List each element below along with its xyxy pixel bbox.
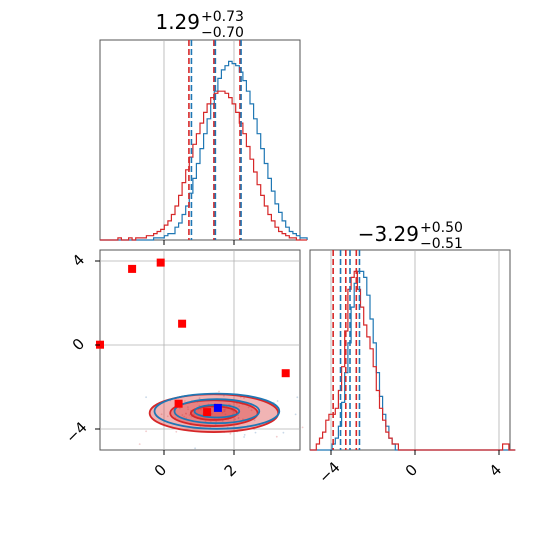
joint-sample-point [145,430,148,433]
joint-scatter-marker-4 [281,369,290,378]
joint-sample-point [175,430,178,433]
joint-scatter-marker-3 [178,319,187,328]
joint-sample-point [243,434,246,436]
joint-sample-point [198,397,201,400]
joint-sample-point [254,431,257,434]
joint-sample-point [282,431,285,434]
joint-sample-point [237,414,239,417]
joint-sample-point [224,413,227,416]
joint-contour-red-1 [169,399,259,427]
joint-sample-point [145,396,148,399]
hist2-title-value: −3.29 [358,222,419,246]
hist1-step-blue [100,60,308,241]
joint-sample-point [301,426,304,429]
joint-sample-point [183,415,186,418]
hist2-panel: −4 0 4 [309,249,516,487]
joint-contour-blue-0 [153,392,281,430]
joint-scatter-marker-1 [128,264,137,273]
joint-sample-point [221,420,224,422]
joint-sample-point [250,409,253,412]
hist1-step-red [100,90,308,241]
joint-sample-point [198,404,201,407]
joint-scatter-marker-6 [203,408,212,417]
joint-sample-point [187,406,189,408]
joint-scatter-marker-5 [174,399,183,408]
joint-sample-point [276,400,279,402]
joint-ytick-label-neg4: −4 [62,418,90,446]
joint-ytick-label-0: 0 [69,335,88,354]
joint-scatter-marker-2 [156,258,165,267]
joint-sample-point [294,413,297,416]
hist2-xtick-label-0: 0 [402,461,421,480]
hist1-series-layer [100,40,308,241]
hist1-panel [99,39,308,245]
hist2-xtick-label-4: 4 [486,461,505,480]
hist2-xtick-label-neg4: −4 [315,458,343,486]
joint-true-value-marker [213,403,222,412]
joint-xtick-label-2: 2 [221,461,240,480]
joint-sample-point [185,412,188,415]
joint-sample-point [238,405,241,408]
joint-sample-point [218,390,220,393]
hist1-title-lower: −0.70 [201,25,244,41]
joint-sample-point [194,447,197,450]
joint-sample-point [181,414,184,416]
hist2-step-red [310,270,516,451]
hist2-title-lower: −0.51 [420,236,463,252]
joint-sample-point [237,417,240,419]
joint-frame [99,249,301,451]
joint-sample-point [232,410,235,413]
hist1-title-value: 1.29 [155,10,200,34]
joint-xtick-label-0: 0 [151,461,170,480]
joint-ytick-label-4: 4 [69,251,88,270]
joint-sample-point [193,413,195,416]
joint-sample-point [215,420,218,423]
joint-sample-point [210,413,213,415]
joint-sample-point [243,397,245,400]
joint-contour-fill-1 [170,400,258,427]
joint-sample-point [247,406,250,409]
joint-sample-point [160,413,163,416]
joint-sample-point [223,410,226,413]
joint-sample-point [229,432,232,435]
joint-sample-point [188,414,191,416]
joint-sample-point [223,395,225,397]
joint-sample-point [223,408,226,411]
hist1-title-upper: +0.73 [201,9,244,25]
joint-contour-blue-1 [173,398,261,425]
joint-sample-point [138,443,141,445]
joint-sample-point [200,408,202,411]
hist2-title-upper: +0.50 [420,220,463,236]
joint-sample-point [221,411,224,414]
joint-sample-point [234,418,237,421]
joint-sample-point [253,419,256,422]
joint-sample-point [296,396,299,399]
joint-marks-layer [96,258,355,450]
joint-sample-point [178,407,181,410]
hist2-frame [309,249,511,451]
hist1-frame [99,39,301,241]
joint-sample-point [184,400,186,402]
hist2-series-layer [310,250,516,451]
joint-sample-point [166,415,169,418]
joint-sample-point [243,436,246,438]
joint-sample-point [275,435,278,438]
joint-sample-point [187,408,190,411]
